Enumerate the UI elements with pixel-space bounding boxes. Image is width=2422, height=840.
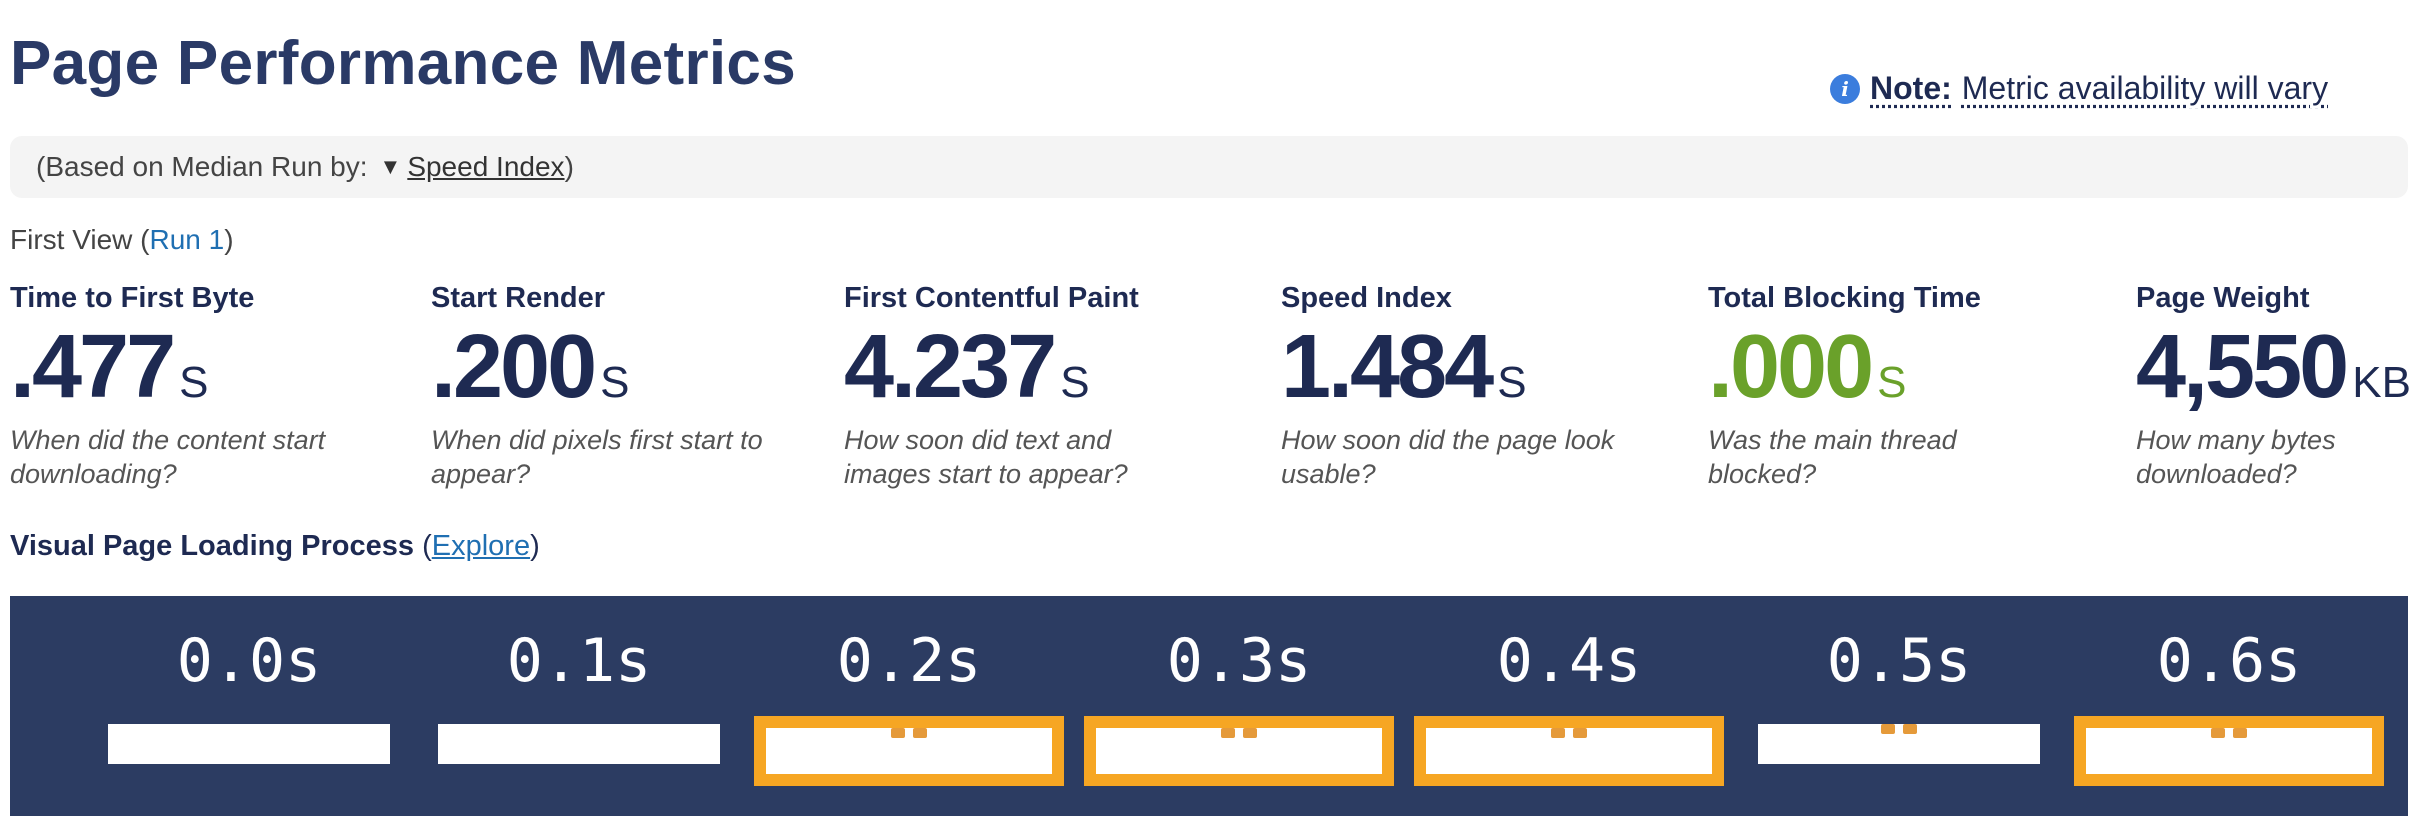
metric-label: Time to First Byte <box>10 282 255 314</box>
filmstrip-frame[interactable]: 0.4s <box>1404 596 1734 816</box>
note[interactable]: i Note: Metric availability will vary <box>1830 70 2328 107</box>
metric-label: Speed Index <box>1281 282 1452 314</box>
metric-description: How many bytes downloaded? <box>2136 425 2336 489</box>
frame-time: 0.6s <box>2156 626 2302 696</box>
median-metric-select[interactable]: Speed Index <box>407 151 565 182</box>
thumbnail-content <box>1209 728 1269 740</box>
first-view-label: First View (Run 1) <box>10 224 234 256</box>
explore-link[interactable]: Explore <box>431 530 531 562</box>
triangle-down-icon[interactable]: ▼ <box>379 154 402 179</box>
metric-label: Total Blocking Time <box>1708 282 1981 314</box>
run-link[interactable]: Run 1 <box>149 224 225 255</box>
visual-loading-heading: Visual Page Loading Process (Explore) <box>10 530 540 563</box>
median-run-bar: (Based on Median Run by: ▼ Speed Index ) <box>10 136 2408 198</box>
info-icon: i <box>1830 73 1860 104</box>
metric-label: Start Render <box>431 282 606 314</box>
frame-time: 0.4s <box>1496 626 1642 696</box>
visual-paren-open: ( <box>422 530 432 562</box>
metric-description: How soon did the page look usable? <box>1281 425 1615 489</box>
metric-unit: KB <box>2352 358 2411 407</box>
frame-thumbnail <box>1758 724 2040 764</box>
metric-value: .000 <box>1708 317 1874 417</box>
page-title: Page Performance Metrics <box>10 29 796 98</box>
frame-thumbnail-changed <box>1084 716 1394 786</box>
metric-value: 4.237 <box>844 317 1057 417</box>
metric-value: 1.484 <box>1281 317 1494 417</box>
visual-paren-close: ) <box>530 530 540 562</box>
thumbnail-content <box>1869 724 1929 736</box>
median-run-label: (Based on Median Run by: <box>36 151 368 182</box>
filmstrip-frame[interactable]: 0.1s <box>414 596 744 816</box>
filmstrip: 0.0s 0.1s 0.2s 0.3s 0.4s 0.5s 0.6s <box>10 596 2408 816</box>
frame-time: 0.5s <box>1826 626 1972 696</box>
frame-thumbnail <box>438 724 720 764</box>
thumbnail-content <box>879 728 939 740</box>
filmstrip-frame[interactable]: 0.3s <box>1074 596 1404 816</box>
frame-thumbnail <box>108 724 390 764</box>
metric-label: First Contentful Paint <box>844 282 1139 314</box>
frame-thumbnail-changed <box>1414 716 1724 786</box>
frame-thumbnail-changed <box>2074 716 2384 786</box>
filmstrip-frame[interactable]: 0.0s <box>84 596 414 816</box>
metric-time-to-first-byte: Time to First Byte .477 S When did the c… <box>10 282 370 491</box>
median-run-close: ) <box>564 151 574 182</box>
metric-value: .200 <box>431 317 597 417</box>
metric-description: When did pixels first start to appear? <box>431 425 763 489</box>
note-text: Metric availability will vary <box>1961 70 2329 106</box>
first-view-close: ) <box>224 224 234 255</box>
metric-label: Page Weight <box>2136 282 2310 314</box>
filmstrip-frame[interactable]: 0.5s <box>1734 596 2064 816</box>
metric-description: When did the content start downloading? <box>10 425 326 489</box>
metric-unit: S <box>179 358 209 407</box>
metric-unit: S <box>1060 358 1090 407</box>
frame-time: 0.1s <box>506 626 652 696</box>
frame-time: 0.0s <box>176 626 322 696</box>
visual-loading-label: Visual Page Loading Process <box>10 530 415 562</box>
frame-thumbnail-changed <box>754 716 1064 786</box>
first-view-text: First View ( <box>10 224 150 255</box>
filmstrip-frame[interactable]: 0.6s <box>2064 596 2394 816</box>
frame-time: 0.2s <box>836 626 982 696</box>
metric-page-weight: Page Weight 4,550 KB How many bytes down… <box>2136 282 2411 491</box>
metric-unit: S <box>1877 358 1907 407</box>
metric-value: 4,550 <box>2136 317 2349 417</box>
frame-time: 0.3s <box>1166 626 1312 696</box>
metric-unit: S <box>1497 358 1527 407</box>
thumbnail-content <box>1539 728 1599 740</box>
metric-first-contentful-paint: First Contentful Paint 4.237 S How soon … <box>844 282 1204 491</box>
metric-start-render: Start Render .200 S When did pixels firs… <box>431 282 791 491</box>
metric-description: Was the main thread blocked? <box>1708 425 1957 489</box>
filmstrip-frame[interactable]: 0.2s <box>744 596 1074 816</box>
metric-description: How soon did text and images start to ap… <box>844 425 1128 489</box>
note-label: Note: <box>1870 70 1952 106</box>
metric-value: .477 <box>10 317 176 417</box>
metric-total-blocking-time: Total Blocking Time .000 S Was the main … <box>1708 282 2068 491</box>
metric-unit: S <box>600 358 630 407</box>
thumbnail-content <box>2199 728 2259 740</box>
metric-speed-index: Speed Index 1.484 S How soon did the pag… <box>1281 282 1641 491</box>
